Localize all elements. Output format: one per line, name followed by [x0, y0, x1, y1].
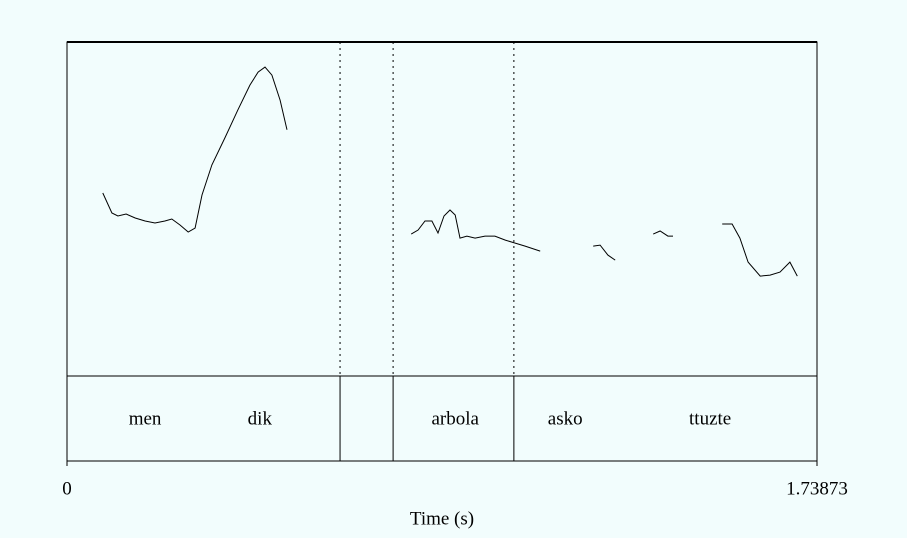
x-tick-label: 1.73873: [786, 478, 848, 499]
tier-label: dik: [248, 408, 273, 429]
plot-frame: [66, 41, 818, 462]
tier-label: asko: [548, 408, 583, 429]
tier-label: ttuzte: [689, 408, 731, 429]
pitch-line: [722, 223, 798, 277]
pitch-line: [102, 66, 288, 233]
x-axis-title: Time (s): [410, 508, 474, 529]
pitch-line: [410, 209, 541, 252]
x-tick-label: 0: [62, 478, 72, 499]
pitch-line: [593, 244, 616, 261]
tier-label: men: [129, 408, 162, 429]
tier-label: arbola: [431, 408, 479, 429]
pitch-line: [652, 230, 673, 237]
